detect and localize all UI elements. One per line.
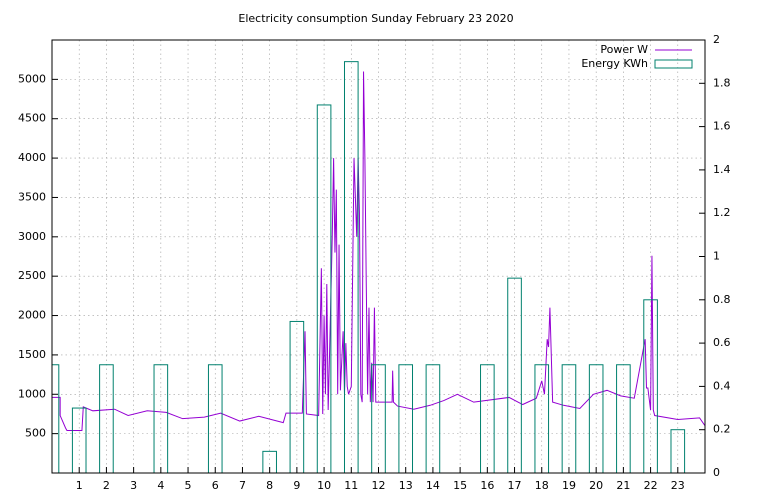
x-tick-label: 18 <box>535 479 549 492</box>
y-tick-label: 4000 <box>18 151 46 164</box>
legend-label: Energy KWh <box>581 57 648 70</box>
power-line <box>52 71 705 431</box>
x-tick-label: 6 <box>212 479 219 492</box>
energy-box <box>425 364 441 473</box>
x-tick-label: 19 <box>562 479 576 492</box>
x-tick-label: 14 <box>426 479 440 492</box>
x-tick-label: 12 <box>372 479 386 492</box>
y-tick-label: 3000 <box>18 230 46 243</box>
x-tick-label: 21 <box>616 479 630 492</box>
energy-box <box>99 364 114 473</box>
energy-box <box>398 364 414 473</box>
chart-title: Electricity consumption Sunday February … <box>238 12 513 25</box>
energy-box <box>616 364 631 473</box>
energy-box <box>289 320 305 473</box>
y2-tick-label: 0.6 <box>713 336 731 349</box>
y2-tick-label: 0.4 <box>713 379 731 392</box>
energy-box <box>153 364 169 473</box>
y-tick-label: 500 <box>25 427 46 440</box>
y-tick-label: 4500 <box>18 112 46 125</box>
x-tick-label: 3 <box>130 479 137 492</box>
x-tick-label: 7 <box>239 479 246 492</box>
x-tick-label: 1 <box>76 479 83 492</box>
y2-tick-label: 1.4 <box>713 163 731 176</box>
legend-swatch <box>654 59 693 69</box>
y2-tick-label: 2 <box>713 33 720 46</box>
x-tick-label: 13 <box>399 479 413 492</box>
energy-box <box>262 450 277 473</box>
energy-box <box>670 429 686 473</box>
y-tick-label: 5000 <box>18 72 46 85</box>
y2-tick-label: 0 <box>713 466 720 479</box>
energy-box <box>507 277 522 473</box>
x-tick-label: 17 <box>508 479 522 492</box>
energy-box <box>588 364 604 473</box>
y-tick-label: 2000 <box>18 309 46 322</box>
y2-tick-label: 1.8 <box>713 76 731 89</box>
x-tick-label: 15 <box>453 479 467 492</box>
x-tick-label: 22 <box>644 479 658 492</box>
energy-box <box>561 364 577 473</box>
legend-label: Power W <box>600 43 648 56</box>
x-tick-label: 20 <box>589 479 603 492</box>
y2-tick-label: 0.8 <box>713 293 731 306</box>
energy-box <box>534 364 550 473</box>
x-tick-label: 11 <box>344 479 358 492</box>
x-tick-label: 2 <box>103 479 110 492</box>
x-tick-label: 10 <box>317 479 331 492</box>
x-tick-label: 23 <box>671 479 685 492</box>
plot-border <box>51 39 706 474</box>
x-tick-label: 8 <box>266 479 273 492</box>
y2-tick-label: 1.6 <box>713 120 731 133</box>
y-tick-label: 3500 <box>18 190 46 203</box>
energy-box <box>343 61 359 473</box>
x-tick-label: 9 <box>293 479 300 492</box>
y2-tick-label: 0.2 <box>713 423 731 436</box>
x-tick-label: 16 <box>480 479 494 492</box>
energy-box <box>480 364 495 473</box>
energy-box <box>371 364 386 473</box>
y2-tick-label: 1 <box>713 250 720 263</box>
x-tick-label: 4 <box>157 479 164 492</box>
y2-tick-label: 1.2 <box>713 206 731 219</box>
energy-box <box>207 364 223 473</box>
plot-area <box>52 61 705 473</box>
y-tick-label: 1500 <box>18 348 46 361</box>
x-tick-label: 5 <box>185 479 192 492</box>
y-tick-label: 1000 <box>18 387 46 400</box>
y-tick-label: 2500 <box>18 269 46 282</box>
